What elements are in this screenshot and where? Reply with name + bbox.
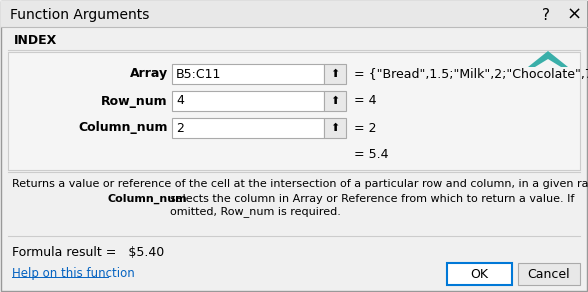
- Text: ⬆: ⬆: [330, 123, 340, 133]
- Text: ⬆: ⬆: [330, 96, 340, 106]
- Text: Function Arguments: Function Arguments: [10, 8, 149, 22]
- Text: ×: ×: [566, 6, 582, 24]
- Polygon shape: [528, 51, 568, 67]
- Text: Formula result =   $5.40: Formula result = $5.40: [12, 246, 164, 258]
- Text: Cancel: Cancel: [527, 267, 570, 281]
- Text: 4: 4: [176, 95, 184, 107]
- Text: = {"Bread",1.5;"Milk",2;"Chocolate",7.2;"C: = {"Bread",1.5;"Milk",2;"Chocolate",7.2;…: [354, 67, 588, 81]
- Text: = 4: = 4: [354, 95, 376, 107]
- Text: Help on this function: Help on this function: [12, 267, 135, 281]
- FancyBboxPatch shape: [324, 91, 346, 111]
- Text: Row_num: Row_num: [101, 95, 168, 107]
- Text: 2: 2: [176, 121, 184, 135]
- FancyBboxPatch shape: [172, 118, 324, 138]
- FancyBboxPatch shape: [447, 263, 512, 285]
- Text: Returns a value or reference of the cell at the intersection of a particular row: Returns a value or reference of the cell…: [12, 179, 588, 189]
- Text: selects the column in Array or Reference from which to return a value. If: selects the column in Array or Reference…: [170, 194, 574, 204]
- Text: ⬆: ⬆: [330, 69, 340, 79]
- Text: B5:C11: B5:C11: [176, 67, 221, 81]
- FancyBboxPatch shape: [324, 118, 346, 138]
- Text: omitted, Row_num is required.: omitted, Row_num is required.: [170, 206, 341, 218]
- Text: OK: OK: [470, 267, 488, 281]
- FancyBboxPatch shape: [324, 64, 346, 84]
- FancyBboxPatch shape: [1, 1, 587, 27]
- Text: = 5.4: = 5.4: [354, 149, 389, 161]
- FancyBboxPatch shape: [172, 64, 324, 84]
- Text: Column_num: Column_num: [108, 194, 188, 204]
- Text: ?: ?: [542, 8, 550, 22]
- Text: Column_num: Column_num: [79, 121, 168, 135]
- FancyBboxPatch shape: [8, 52, 580, 170]
- Text: INDEX: INDEX: [14, 34, 57, 46]
- FancyBboxPatch shape: [172, 91, 324, 111]
- Text: = 2: = 2: [354, 121, 376, 135]
- Text: Array: Array: [130, 67, 168, 81]
- FancyBboxPatch shape: [518, 263, 580, 285]
